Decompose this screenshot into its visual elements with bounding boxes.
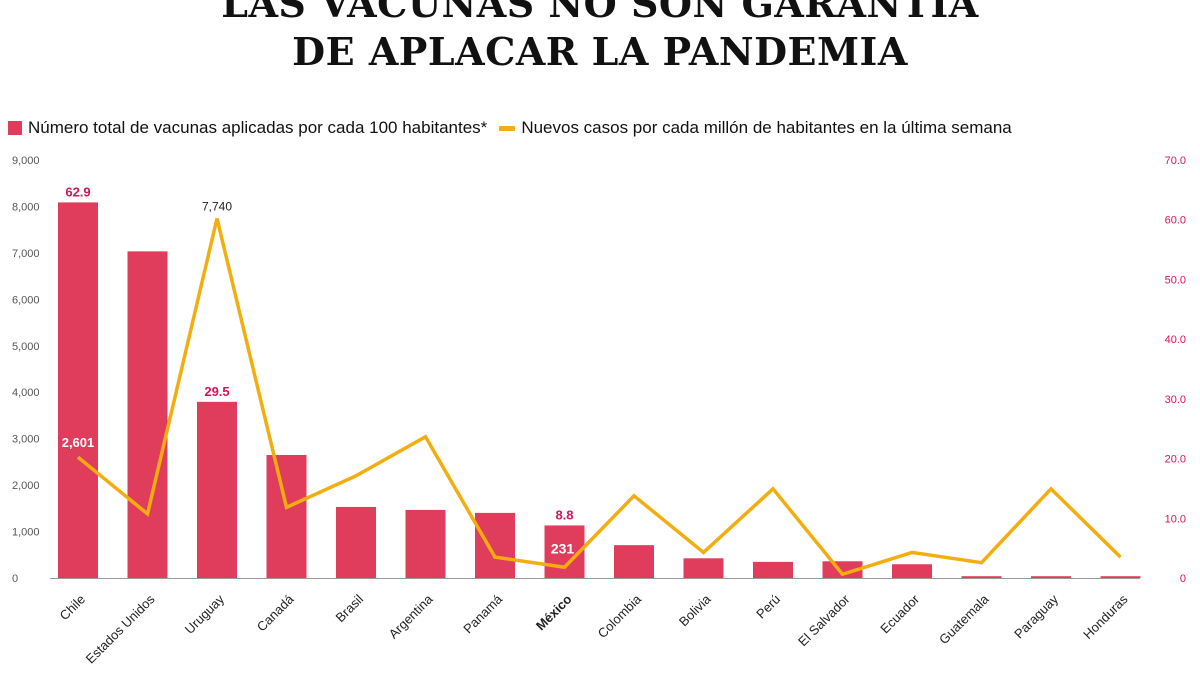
data-label-bar-mexico: 8.8 — [555, 507, 573, 522]
left-axis-tick-label: 5,000 — [12, 341, 40, 353]
left-axis-tick-label: 3,000 — [12, 434, 40, 446]
bar-chile — [58, 202, 98, 578]
left-axis-tick-label: 7,000 — [12, 248, 40, 260]
category-label-colombia: Colombia — [595, 591, 645, 641]
left-axis-tick-label: 8,000 — [12, 201, 40, 213]
category-label-bolivia: Bolivia — [676, 591, 714, 629]
legend-item-cases: Nuevos casos por cada millón de habitant… — [499, 118, 1012, 138]
right-axis-tick-label: 50.0 — [1165, 274, 1186, 286]
left-axis-tick-label: 1,000 — [12, 527, 40, 539]
right-axis-tick-label: 40.0 — [1165, 334, 1186, 346]
bar-panama — [475, 512, 515, 578]
left-axis-tick-label: 9,000 — [12, 155, 40, 167]
left-axis-tick-label: 4,000 — [12, 387, 40, 399]
data-label-line-chile: 2,601 — [62, 435, 95, 450]
category-label-panama: Panamá — [460, 591, 505, 636]
bar-uruguay — [197, 401, 237, 578]
category-label-uruguay: Uruguay — [182, 591, 228, 637]
left-axis-tick-label: 2,000 — [12, 480, 40, 492]
category-label-chile: Chile — [57, 592, 89, 624]
category-label-mexico: México — [533, 591, 575, 633]
category-label-el-salvador: El Salvador — [795, 591, 853, 649]
legend-item-vaccines: Número total de vacunas aplicadas por ca… — [8, 118, 487, 138]
chart-legend: Número total de vacunas aplicadas por ca… — [8, 116, 1012, 140]
data-label-line-uruguay: 7,740 — [202, 200, 232, 214]
bar-argentina — [405, 509, 446, 578]
left-axis-tick-label: 6,000 — [12, 294, 40, 306]
category-label-ecuador: Ecuador — [877, 591, 922, 636]
legend-swatch-line — [499, 125, 516, 131]
right-axis-tick-label: 70.0 — [1165, 155, 1186, 167]
data-label-bar-chile: 62.9 — [65, 184, 90, 199]
bar-canada — [266, 454, 307, 578]
category-label-estados-unidos: Estados Unidos — [83, 591, 158, 666]
category-label-peru: Perú — [753, 592, 783, 622]
bar-brasil — [336, 506, 376, 578]
right-axis-tick-label: 10.0 — [1165, 513, 1186, 525]
right-axis-tick-label: 20.0 — [1165, 454, 1186, 466]
bar-paraguay — [1031, 576, 1071, 578]
bar-estados-unidos — [127, 251, 168, 578]
bar-peru — [753, 561, 793, 578]
left-axis-tick-label: 0 — [12, 573, 18, 585]
category-label-paraguay: Paraguay — [1011, 591, 1061, 641]
category-label-honduras: Honduras — [1080, 591, 1131, 642]
bar-bolivia — [683, 558, 724, 578]
right-axis-tick-label: 30.0 — [1165, 394, 1186, 406]
chart-title-line-1: LAS VACUNAS NO SON GARANTÍA — [221, 0, 979, 26]
bar-colombia — [614, 545, 654, 578]
chart-title-line-2: DE APLACAR LA PANDEMIA — [292, 29, 908, 74]
legend-label-cases: Nuevos casos por cada millón de habitant… — [521, 118, 1012, 137]
bar-ecuador — [892, 564, 932, 578]
legend-label-vaccines: Número total de vacunas aplicadas por ca… — [28, 118, 488, 137]
category-label-brasil: Brasil — [333, 591, 367, 625]
bar-honduras — [1100, 576, 1141, 578]
right-axis-tick-label: 0 — [1180, 573, 1186, 585]
data-label-line-mexico: 231 — [551, 540, 575, 556]
category-label-canada: Canadá — [254, 591, 297, 634]
data-label-bar-uruguay: 29.5 — [204, 384, 229, 399]
legend-swatch-bar — [8, 121, 22, 135]
line-series-new-cases — [76, 218, 1122, 577]
bar-guatemala — [961, 576, 1002, 578]
right-axis-tick-label: 60.0 — [1165, 215, 1186, 227]
bar-el-salvador — [822, 561, 863, 578]
mexico-highlight-marker — [549, 550, 576, 577]
category-label-guatemala: Guatemala — [936, 591, 992, 647]
category-label-argentina: Argentina — [386, 591, 437, 642]
